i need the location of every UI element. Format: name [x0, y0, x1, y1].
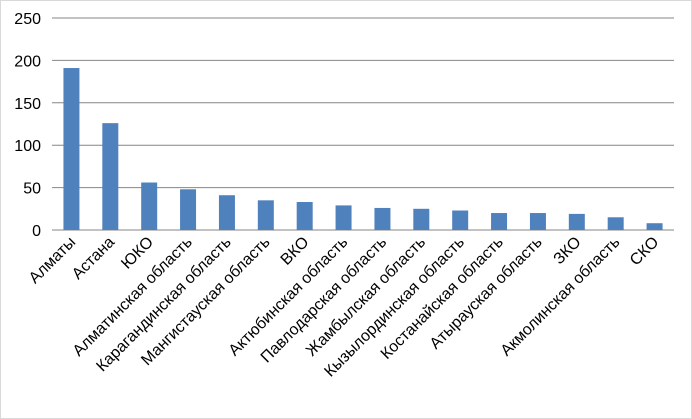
- bar: [568, 213, 585, 230]
- x-tick-label: ВКО: [278, 234, 313, 269]
- bar: [529, 213, 546, 230]
- y-tick-label: 200: [14, 53, 41, 70]
- bar: [218, 195, 235, 230]
- bar: [102, 123, 119, 230]
- bar: [257, 200, 274, 230]
- bar: [180, 189, 197, 230]
- y-tick-label: 50: [23, 181, 41, 198]
- bar: [413, 208, 430, 230]
- y-tick-label: 250: [14, 11, 41, 28]
- bar: [335, 205, 352, 230]
- y-tick-label: 150: [14, 96, 41, 113]
- bar: [452, 210, 469, 230]
- x-tick-label: ЗКО: [551, 234, 585, 268]
- bar: [63, 68, 80, 230]
- bar: [374, 207, 391, 230]
- x-tick-label: СКО: [627, 234, 662, 269]
- bar: [491, 213, 508, 230]
- bar: [296, 202, 313, 230]
- x-tick-label: Астана: [69, 234, 118, 283]
- bar: [607, 217, 624, 230]
- y-axis-labels: 0 50 100 150 200 250: [14, 11, 41, 240]
- y-tick-label: 100: [14, 138, 41, 155]
- bar: [646, 223, 663, 230]
- bar: [141, 182, 158, 230]
- bars: [63, 68, 663, 230]
- x-tick-label: Алматы: [26, 234, 79, 287]
- y-tick-label: 0: [32, 223, 41, 240]
